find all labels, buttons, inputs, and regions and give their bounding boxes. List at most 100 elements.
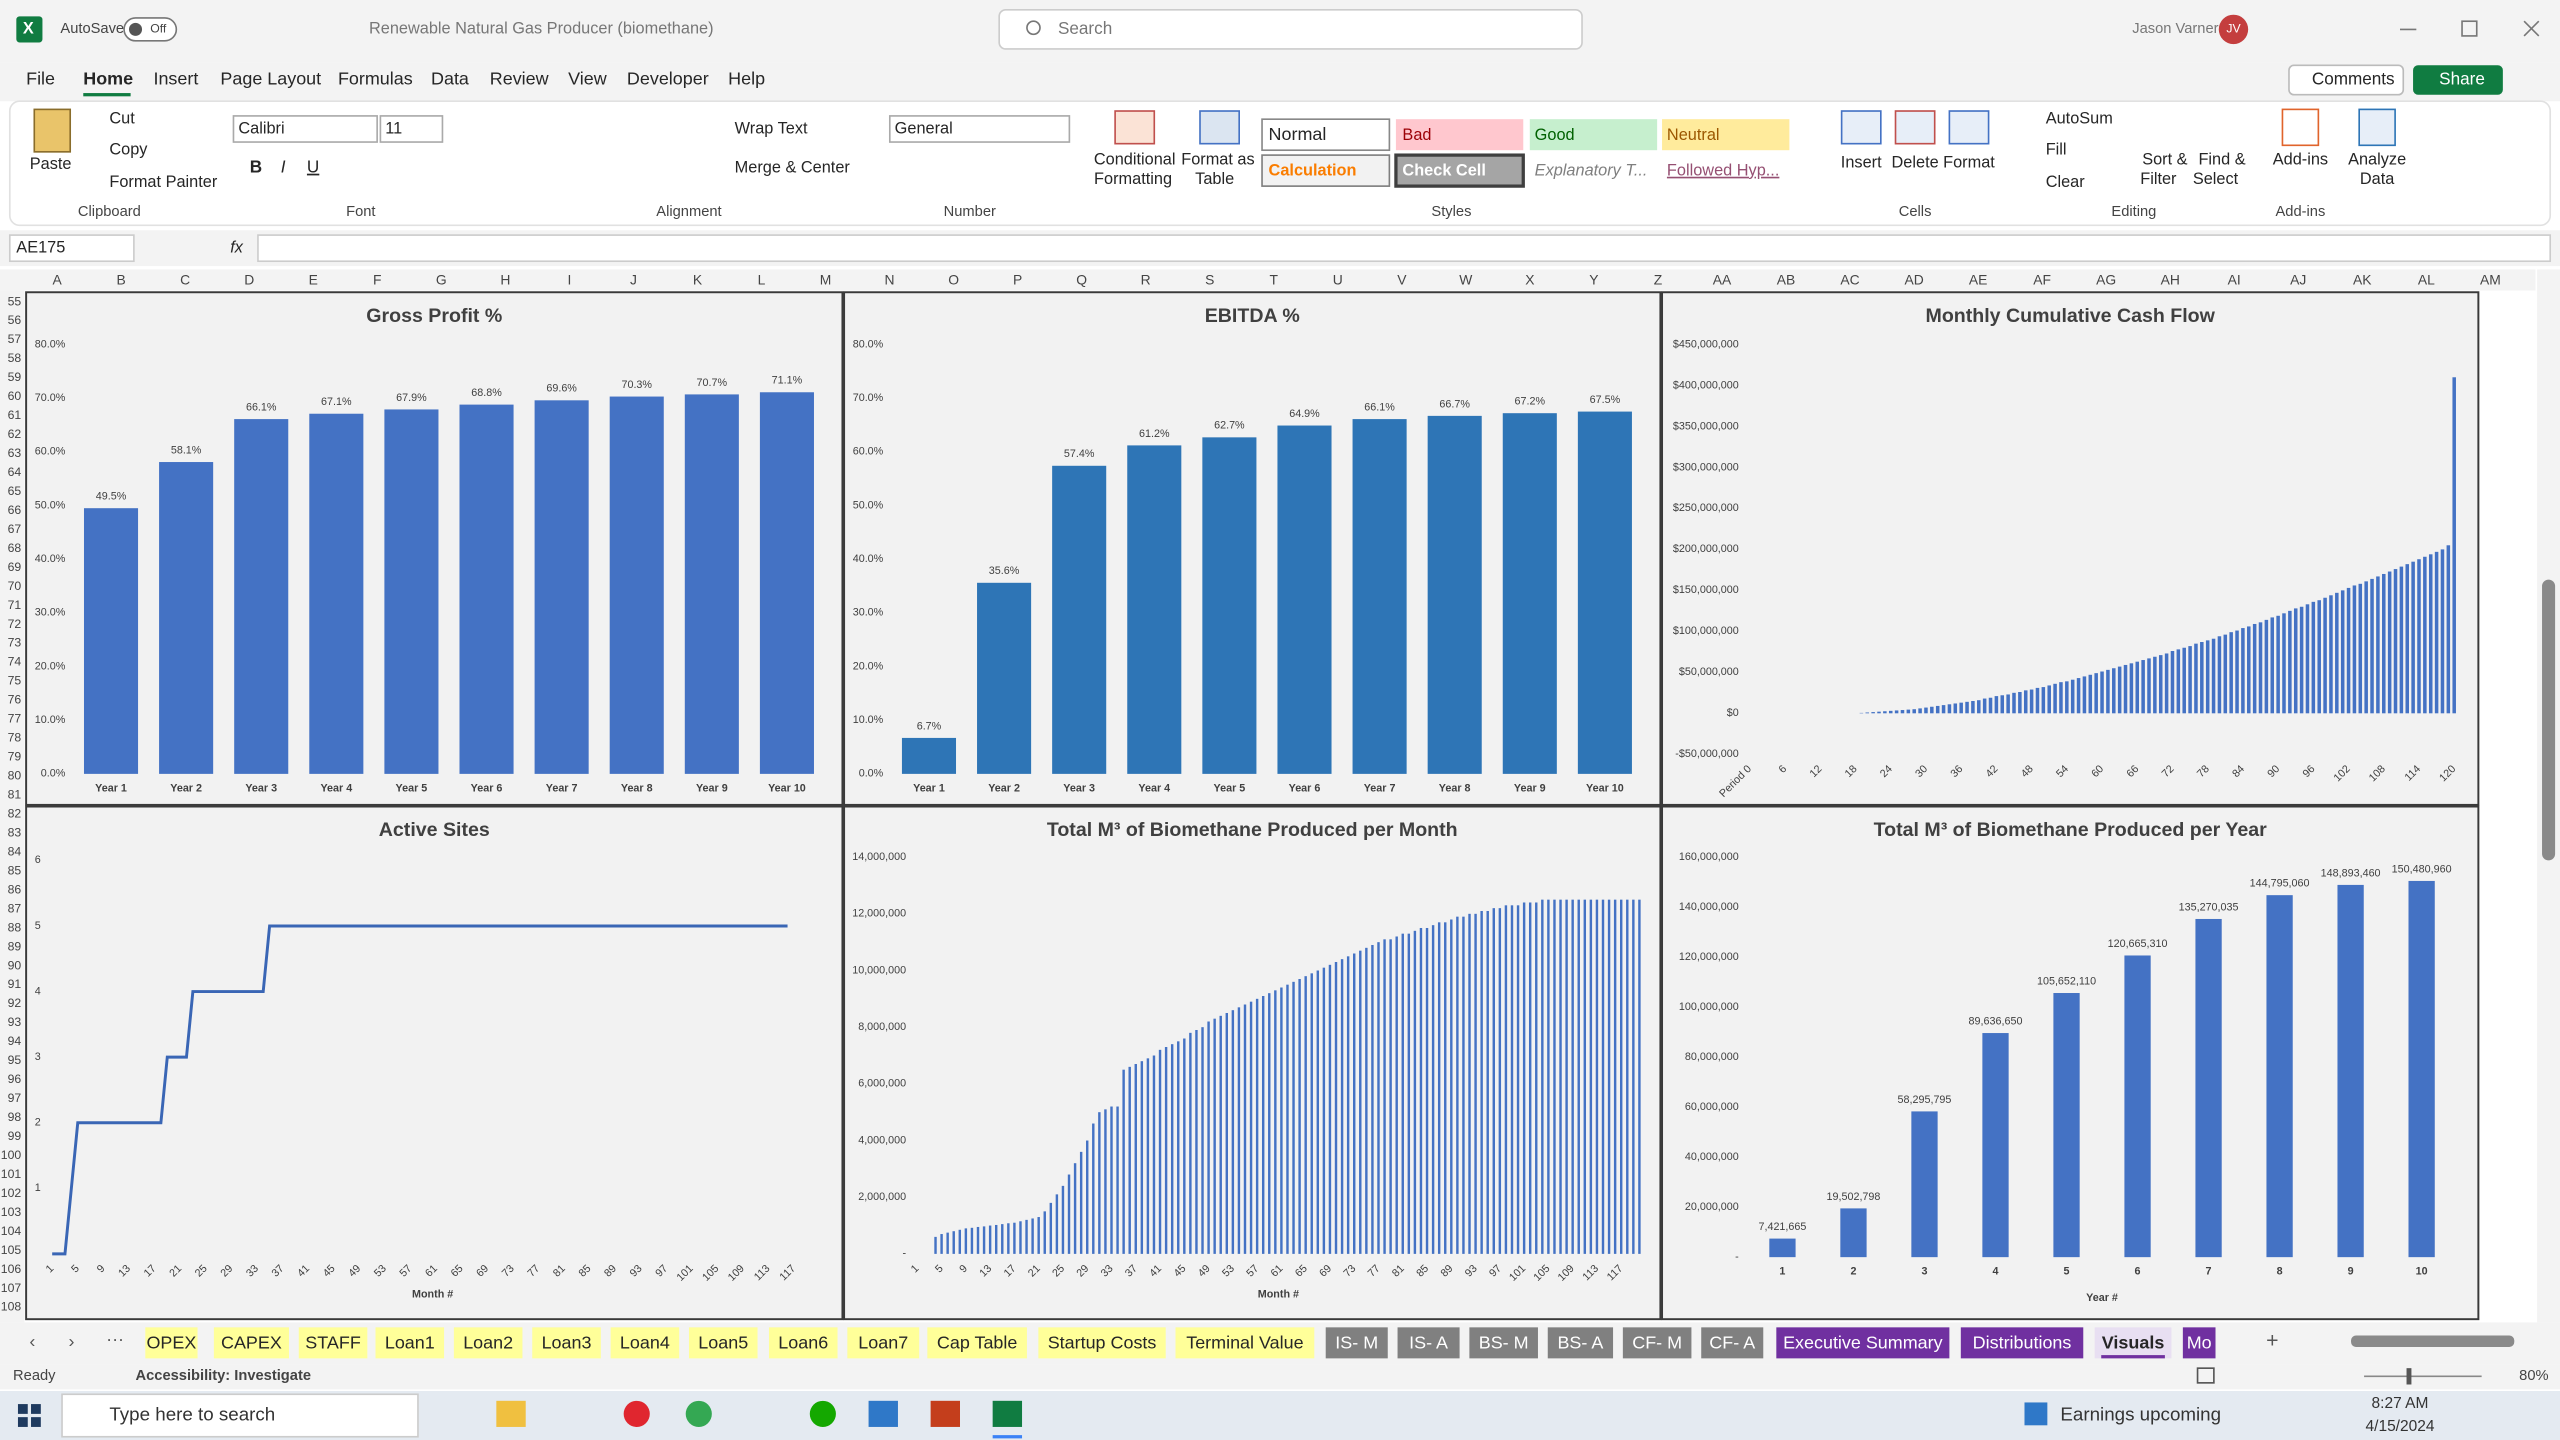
sheet-tab[interactable] [145, 1327, 198, 1359]
ribbon-item[interactable]: General [895, 119, 953, 137]
insert-icon[interactable] [1840, 110, 1882, 145]
menu-tab[interactable]: Home [83, 69, 133, 89]
font-name-box[interactable] [232, 115, 378, 143]
style-calculation[interactable] [1261, 154, 1391, 187]
news-icon[interactable] [2024, 1402, 2048, 1426]
tab-next[interactable]: › [69, 1331, 75, 1351]
ribbon-item[interactable]: Find & [2198, 150, 2245, 168]
autosave[interactable]: AutoSave [60, 21, 124, 37]
excel-taskbar-icon[interactable] [992, 1400, 1023, 1427]
sheet-tab[interactable] [1325, 1327, 1388, 1359]
addins-icon[interactable] [2281, 108, 2320, 147]
font-size-box[interactable] [379, 115, 444, 143]
scroll-thumb[interactable] [2542, 579, 2556, 861]
zoom-thumb[interactable] [2406, 1368, 2412, 1385]
sheet-tab[interactable] [1622, 1327, 1692, 1359]
sheet-tab[interactable] [453, 1327, 523, 1359]
ribbon-item[interactable]: Normal [1269, 124, 1327, 144]
menu-tab[interactable]: Page Layout [220, 69, 321, 89]
menu-tab[interactable]: Data [431, 69, 469, 89]
ribbon-item[interactable]: Data [2360, 170, 2395, 188]
ribbon-item[interactable]: Neutral [1667, 126, 1720, 144]
share-button[interactable] [2413, 65, 2503, 95]
ribbon-item[interactable]: Cut [109, 109, 135, 127]
new-sheet[interactable]: + [2266, 1330, 2278, 1353]
ribbon-item[interactable]: Conditional [1094, 150, 1176, 168]
ribbon-item[interactable]: Formatting [1094, 170, 1172, 188]
tab-prev[interactable]: ‹ [29, 1331, 35, 1351]
table-icon[interactable] [1199, 110, 1240, 145]
taskbar-search[interactable] [61, 1393, 419, 1438]
start-button[interactable] [17, 1404, 28, 1414]
menu-tab[interactable]: Developer [627, 69, 709, 89]
normal-view[interactable] [2196, 1367, 2215, 1384]
menu-tab[interactable]: Formulas [338, 69, 413, 89]
explorer-icon[interactable] [496, 1400, 526, 1427]
ribbon-item[interactable]: Wrap Text [735, 119, 808, 137]
sheet-tab[interactable] [375, 1327, 445, 1359]
sheet-tab[interactable] [1397, 1327, 1460, 1359]
ribbon-item[interactable]: Explanatory T... [1535, 162, 1648, 180]
style-neutral[interactable] [1662, 119, 1790, 151]
style-good[interactable] [1529, 119, 1658, 151]
document-title[interactable]: Renewable Natural Gas Producer (biometha… [369, 20, 714, 38]
sheet-tab[interactable] [298, 1327, 368, 1359]
sheet-tab[interactable] [1960, 1327, 2084, 1359]
sheet-tab[interactable] [1701, 1327, 1764, 1359]
ribbon-item[interactable]: Copy [109, 141, 148, 159]
style-normal[interactable] [1261, 118, 1391, 152]
ribbon-item[interactable]: Table [1195, 170, 1234, 188]
ribbon-item[interactable]: 11 [385, 119, 402, 137]
sheet-tab[interactable] [610, 1327, 680, 1359]
ribbon-item[interactable]: Format Painter [109, 173, 217, 191]
ribbon-item[interactable]: Followed Hyp... [1667, 162, 1779, 180]
ribbon-item[interactable]: Bad [1402, 126, 1431, 144]
sheet-tab[interactable] [688, 1327, 758, 1359]
sheet-tab[interactable] [847, 1327, 920, 1359]
ribbon-item[interactable]: Format [1943, 154, 1995, 172]
ribbon-item[interactable]: AutoSum [2046, 109, 2113, 127]
app-icon[interactable] [868, 1400, 898, 1427]
ribbon-item[interactable]: Sort & [2142, 150, 2187, 168]
ribbon-item[interactable]: Paste [30, 155, 72, 173]
sheet-tab[interactable] [2182, 1327, 2216, 1359]
sheet-tab[interactable] [1776, 1327, 1950, 1359]
sheet-tab[interactable] [1547, 1327, 1614, 1359]
horizontal-scroll-thumb[interactable] [2351, 1335, 2515, 1347]
paste-icon[interactable] [33, 108, 72, 153]
ribbon-item[interactable]: Filter [2140, 170, 2177, 188]
sheet-tab[interactable] [1469, 1327, 1538, 1359]
bold-button[interactable]: B [250, 157, 262, 177]
ribbon-item[interactable]: Delete [1892, 154, 1939, 172]
avatar[interactable] [2218, 14, 2249, 45]
chrome-icon[interactable] [685, 1400, 712, 1427]
style-check-cell[interactable] [1394, 153, 1525, 188]
sheet-tab[interactable] [213, 1327, 289, 1359]
menu-tab[interactable]: View [568, 69, 607, 89]
restore[interactable] [2461, 20, 2478, 37]
conditional-icon[interactable] [1114, 110, 1156, 145]
ribbon-item[interactable]: Analyze [2348, 150, 2406, 168]
ribbon-item[interactable]: Clear [2046, 173, 2086, 191]
menu-tab[interactable]: File [26, 69, 55, 89]
sheet-tab[interactable] [927, 1327, 1027, 1359]
formula-input[interactable] [257, 234, 2552, 263]
ribbon-item[interactable]: Select [2193, 170, 2239, 188]
powerpoint-icon[interactable] [930, 1400, 960, 1427]
format-icon[interactable] [1948, 110, 1990, 145]
menu-tab[interactable]: Review [490, 69, 549, 89]
sheet-tab[interactable] [1038, 1327, 1166, 1359]
sheet-tab[interactable] [2094, 1327, 2172, 1359]
name-box[interactable] [8, 234, 135, 263]
analyze-icon[interactable] [2358, 108, 2396, 147]
menu-tab[interactable]: Insert [153, 69, 198, 89]
opera-icon[interactable] [623, 1400, 650, 1427]
news-text[interactable]: Earnings upcoming [2060, 1403, 2221, 1424]
ribbon-item[interactable]: Fill [2046, 141, 2067, 159]
sheet-tab[interactable] [768, 1327, 838, 1359]
number-format-box[interactable] [888, 115, 1071, 143]
ribbon-item[interactable]: Calculation [1269, 162, 1357, 180]
italic-button[interactable]: I [281, 157, 286, 177]
ribbon-item[interactable]: Merge & Center [735, 158, 851, 176]
search-box[interactable] [998, 8, 1583, 50]
